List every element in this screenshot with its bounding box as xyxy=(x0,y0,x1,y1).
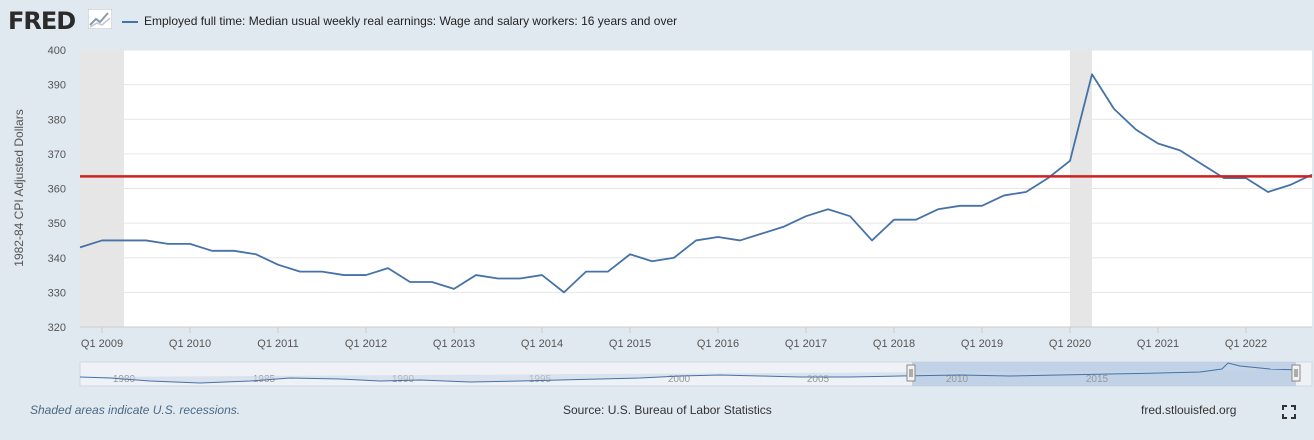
range-navigator[interactable]: 19801985199019952000200520102015 xyxy=(79,361,1313,387)
data-point[interactable] xyxy=(209,248,215,254)
data-point[interactable] xyxy=(1023,189,1029,195)
data-point[interactable] xyxy=(517,276,523,282)
data-point[interactable] xyxy=(935,206,941,212)
data-point[interactable] xyxy=(429,279,435,285)
data-point[interactable] xyxy=(649,258,655,264)
data-point[interactable] xyxy=(627,251,633,257)
y-tick-label: 340 xyxy=(48,253,66,265)
data-point[interactable] xyxy=(825,206,831,212)
data-point[interactable] xyxy=(275,262,281,268)
navigator-left-handle[interactable] xyxy=(906,364,916,382)
data-point[interactable] xyxy=(253,251,259,257)
data-point[interactable] xyxy=(121,237,127,243)
data-point[interactable] xyxy=(693,237,699,243)
x-tick-label: Q1 2015 xyxy=(609,338,651,350)
series-line[interactable] xyxy=(79,73,1313,294)
data-point[interactable] xyxy=(407,279,413,285)
fullscreen-icon[interactable] xyxy=(1282,405,1296,419)
x-tick-label: Q1 2019 xyxy=(961,338,1003,350)
data-point[interactable] xyxy=(1199,161,1205,167)
data-point[interactable] xyxy=(473,272,479,278)
data-point[interactable] xyxy=(583,269,589,275)
data-point[interactable] xyxy=(869,237,875,243)
navigator-series-line xyxy=(79,362,1301,384)
data-point[interactable] xyxy=(979,203,985,209)
y-tick-label: 330 xyxy=(48,287,66,299)
data-point[interactable] xyxy=(77,244,83,250)
data-point[interactable] xyxy=(913,217,919,223)
y-tick-label: 360 xyxy=(48,184,66,196)
data-point[interactable] xyxy=(891,217,897,223)
data-point[interactable] xyxy=(737,237,743,243)
data-point[interactable] xyxy=(495,276,501,282)
data-point[interactable] xyxy=(1111,106,1117,112)
line-chart: 320 330 340 350 360 370 380 390 400 Q1 2009 Q1 20… xyxy=(12,45,1313,387)
x-tick-label: Q1 2020 xyxy=(1049,338,1091,350)
x-tick-label: Q1 2016 xyxy=(697,338,739,350)
legend-swatch xyxy=(122,20,138,23)
y-tick-label: 320 xyxy=(48,322,66,334)
data-point[interactable] xyxy=(363,272,369,278)
navigator-year-label: 2010 xyxy=(946,374,969,385)
series-legend[interactable]: Employed full time: Median usual weekly … xyxy=(122,14,677,28)
data-point[interactable] xyxy=(231,248,237,254)
x-tick-label: Q1 2018 xyxy=(873,338,915,350)
y-tick-label: 380 xyxy=(48,114,66,126)
data-point[interactable] xyxy=(143,237,149,243)
x-tick-label: Q1 2014 xyxy=(521,338,563,350)
data-point[interactable] xyxy=(1089,71,1095,77)
y-tick-label: 390 xyxy=(48,80,66,92)
data-point[interactable] xyxy=(847,213,853,219)
navigator-right-handle[interactable] xyxy=(1291,364,1301,382)
data-point[interactable] xyxy=(99,237,105,243)
x-tick-label: Q1 2011 xyxy=(257,338,298,350)
x-tick-label: Q1 2017 xyxy=(785,338,827,350)
data-point[interactable] xyxy=(187,241,193,247)
data-point[interactable] xyxy=(1001,192,1007,198)
data-point[interactable] xyxy=(1287,182,1293,188)
x-tick-label: Q1 2021 xyxy=(1137,338,1179,350)
data-point[interactable] xyxy=(803,213,809,219)
data-point[interactable] xyxy=(341,272,347,278)
data-point[interactable] xyxy=(781,224,787,230)
source-note: Source: U.S. Bureau of Labor Statistics xyxy=(563,403,772,417)
data-point[interactable] xyxy=(1067,158,1073,164)
data-point[interactable] xyxy=(759,231,765,237)
data-point[interactable] xyxy=(1177,147,1183,153)
legend-label: Employed full time: Median usual weekly … xyxy=(144,14,678,28)
data-point[interactable] xyxy=(671,255,677,261)
data-point[interactable] xyxy=(539,272,545,278)
data-point[interactable] xyxy=(561,289,567,295)
x-tick-label: Q1 2010 xyxy=(169,338,211,350)
x-tick-label: Q1 2022 xyxy=(1225,338,1267,350)
fred-chart-logo-icon xyxy=(88,9,112,29)
x-tick-label: Q1 2009 xyxy=(81,338,123,350)
data-point[interactable] xyxy=(957,203,963,209)
y-tick-label: 370 xyxy=(48,149,66,161)
x-tick-label: Q1 2013 xyxy=(433,338,475,350)
data-point[interactable] xyxy=(385,265,391,271)
x-tick-label: Q1 2012 xyxy=(345,338,387,350)
data-point[interactable] xyxy=(451,286,457,292)
navigator-year-label: 2015 xyxy=(1086,374,1109,385)
y-tick-label: 400 xyxy=(48,45,66,57)
y-axis-label: 1982-84 CPI Adjusted Dollars xyxy=(12,109,26,266)
fred-logo[interactable]: FRED xyxy=(8,7,76,35)
data-point[interactable] xyxy=(297,269,303,275)
data-point[interactable] xyxy=(319,269,325,275)
site-link[interactable]: fred.stlouisfed.org xyxy=(1141,403,1237,417)
data-point[interactable] xyxy=(1133,127,1139,133)
data-point[interactable] xyxy=(605,269,611,275)
data-point[interactable] xyxy=(165,241,171,247)
y-tick-label: 350 xyxy=(48,218,66,230)
data-point[interactable] xyxy=(1265,189,1271,195)
navigator-year-label: 2000 xyxy=(668,374,691,385)
data-point[interactable] xyxy=(715,234,721,240)
data-point[interactable] xyxy=(1155,140,1161,146)
recession-note: Shaded areas indicate U.S. recessions. xyxy=(30,403,241,417)
navigator-year-label: 2005 xyxy=(807,374,830,385)
